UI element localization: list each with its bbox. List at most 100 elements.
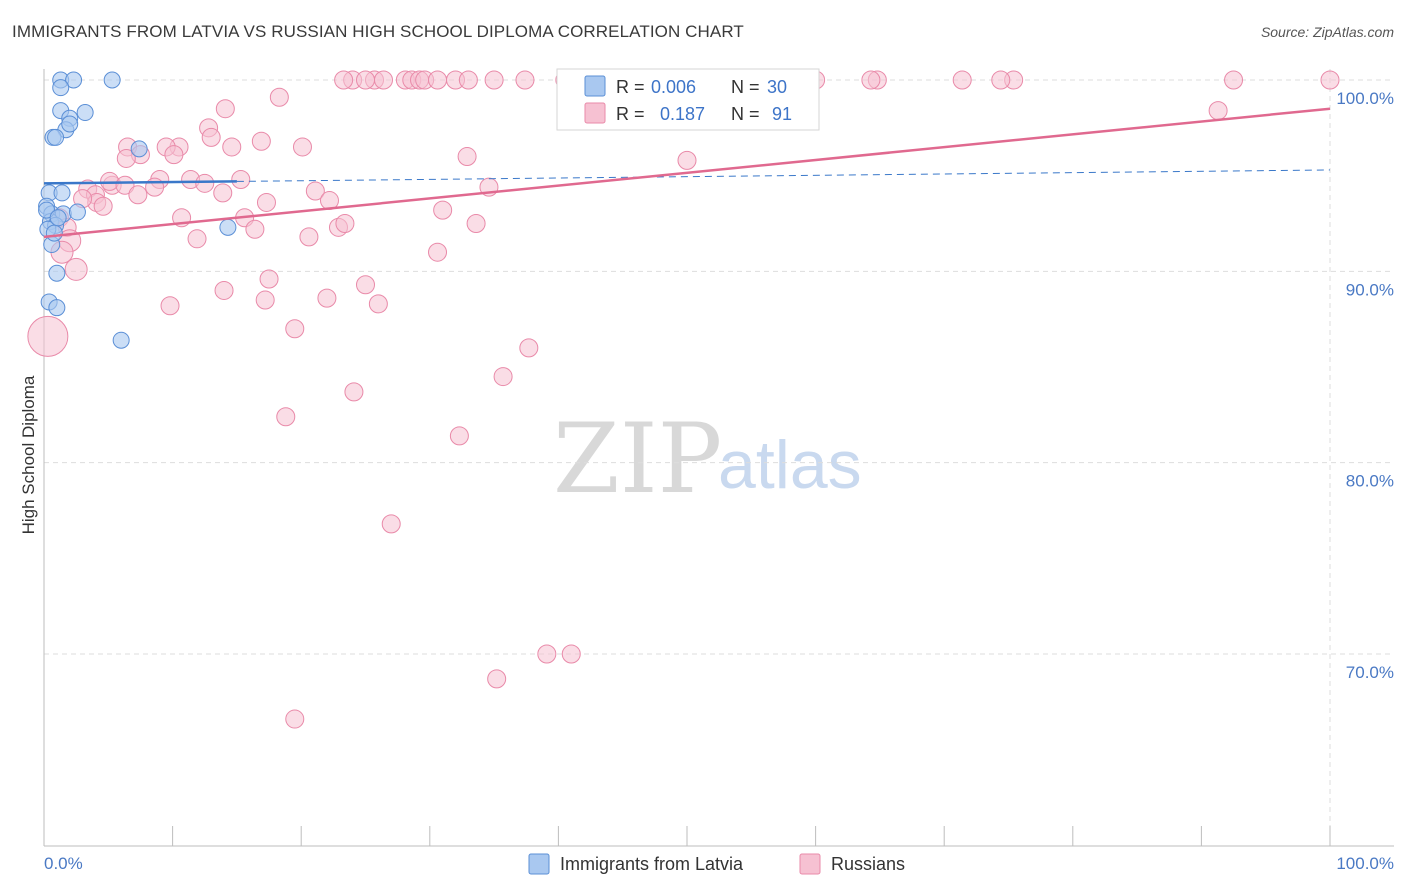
russians-point (493, 367, 513, 387)
russians-point (115, 175, 135, 195)
russians-point (299, 227, 319, 247)
watermark-atlas: atlas (718, 427, 862, 503)
russians-point (93, 196, 113, 216)
russians-point (214, 280, 234, 300)
russians-point (27, 315, 69, 357)
russians-point (285, 709, 305, 729)
legend-r-label-russians: R = (616, 104, 650, 124)
russians-trend-line (43, 107, 1331, 239)
y-tick-label: 80.0% (1346, 472, 1394, 491)
russians-point (215, 99, 235, 119)
latvia-point (47, 128, 65, 146)
russians-point (305, 181, 325, 201)
series-legend-label-russians: Russians (831, 854, 905, 874)
russians-point (145, 177, 165, 197)
russians-point (449, 426, 469, 446)
russians-point (861, 70, 881, 90)
russians-point (515, 70, 535, 90)
russians-point (276, 407, 296, 427)
series-legend: Immigrants from Latvia Russians (528, 853, 905, 875)
russians-point (195, 173, 215, 193)
russians-point (334, 70, 354, 90)
russians-point (256, 192, 276, 212)
y-tick-labels: 100.0% 90.0% 80.0% 70.0% (1336, 89, 1394, 682)
legend-r-label-latvia: R = (616, 77, 650, 97)
latvia-point (49, 209, 67, 227)
watermark-zip: ZIP (553, 403, 722, 515)
russians-point (160, 296, 180, 316)
latvia-point (52, 79, 70, 97)
y-tick-label: 90.0% (1346, 280, 1394, 299)
latvia-point (61, 115, 79, 133)
legend-n-value-russians: 91 (772, 104, 792, 124)
latvia-point (68, 203, 86, 221)
russians-point (484, 70, 504, 90)
series-legend-swatch-russians (799, 853, 821, 875)
russians-point (1208, 101, 1228, 121)
legend-swatch-latvia (584, 75, 606, 97)
russians-point (1224, 70, 1244, 90)
legend-n-label-latvia: N = (731, 77, 765, 97)
russians-point (269, 87, 289, 107)
russians-point (433, 200, 453, 220)
latvia-point (112, 331, 130, 349)
russians-point (457, 147, 477, 167)
stats-legend: R = 0.006 N = 30 R = 0.187 N = 91 (556, 68, 820, 131)
russians-point (245, 219, 265, 239)
russians-point (519, 338, 539, 358)
legend-r-value-russians: 0.187 (660, 104, 705, 124)
latvia-point (48, 299, 66, 317)
x-axis-ticks (43, 826, 1331, 846)
russians-point (677, 150, 697, 170)
x-tick-label-max: 100.0% (1336, 854, 1394, 873)
latvia-point (53, 184, 71, 202)
russians-point (487, 669, 507, 689)
russians-point (991, 70, 1011, 90)
latvia-point (219, 218, 237, 236)
russians-point (1320, 70, 1340, 90)
russians-point (259, 269, 279, 289)
russians-point (231, 169, 251, 189)
russians-point (292, 137, 312, 157)
latvia-points (38, 71, 237, 349)
russians-point (952, 70, 972, 90)
russians-point (356, 275, 375, 295)
legend-n-value-latvia: 30 (767, 77, 787, 97)
russians-point (344, 382, 364, 402)
latvia-point (130, 140, 148, 158)
russians-point (187, 229, 207, 249)
chart-title: IMMIGRANTS FROM LATVIA VS RUSSIAN HIGH S… (12, 22, 744, 41)
russians-point (201, 127, 221, 147)
legend-n-label-russians: N = (731, 104, 765, 124)
y-tick-label: 70.0% (1346, 663, 1394, 682)
russians-point (128, 185, 148, 205)
russians-point (428, 70, 448, 90)
russians-points (27, 70, 1340, 729)
russians-point (466, 214, 486, 233)
russians-point (335, 214, 355, 233)
russians-point (458, 70, 478, 90)
y-axis-label: High School Diploma (19, 375, 38, 534)
latvia-point (65, 71, 83, 89)
russians-point (368, 294, 388, 314)
russians-point (164, 145, 184, 165)
latvia-point (45, 224, 63, 242)
russians-point (255, 290, 275, 310)
russians-point (356, 70, 375, 90)
russians-point (537, 644, 557, 664)
russians-point (222, 137, 242, 157)
russians-point (116, 148, 136, 168)
legend-r-value-latvia: 0.006 (651, 77, 696, 97)
trend-lines (43, 107, 1331, 239)
series-legend-label-latvia: Immigrants from Latvia (560, 854, 744, 874)
russians-point (251, 131, 271, 151)
russians-point (64, 257, 88, 281)
latvia-trend-line-extension (236, 169, 1331, 182)
latvia-trend-line (43, 180, 237, 185)
russians-point (561, 644, 581, 664)
x-tick-label-min: 0.0% (44, 854, 83, 873)
source-credit: Source: ZipAtlas.com (1260, 24, 1394, 40)
russians-point (428, 242, 448, 262)
latvia-point (103, 71, 121, 89)
